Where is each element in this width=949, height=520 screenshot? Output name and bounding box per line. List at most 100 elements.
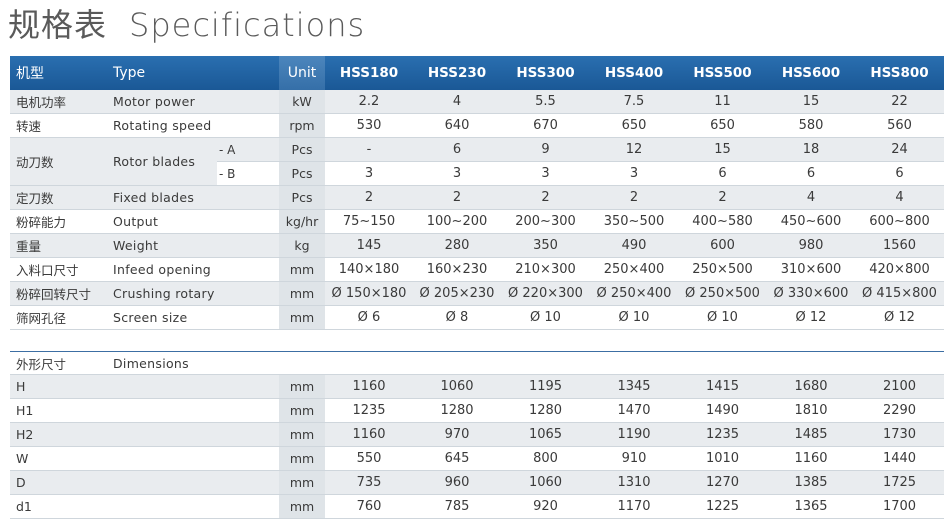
spec-row: 转速 Rotating speed rpm 530 640 670 650 650 580 560 xyxy=(10,113,944,138)
dimension-value: 2290 xyxy=(855,398,945,423)
spec-value: Ø 150×180 xyxy=(325,281,413,306)
spec-value: Ø 10 xyxy=(678,305,767,330)
spec-unit: Pcs xyxy=(279,137,325,162)
spec-unit: Pcs xyxy=(279,185,325,210)
spec-value: 250×500 xyxy=(678,257,767,282)
dimension-label: H xyxy=(10,374,279,399)
dimension-value: 920 xyxy=(501,494,591,519)
spec-value: Ø 250×500 xyxy=(678,281,767,306)
spec-value: Ø 330×600 xyxy=(767,281,855,306)
spec-value: 650 xyxy=(590,113,678,138)
dimension-value: 1725 xyxy=(855,470,945,495)
spec-value: 6 xyxy=(413,137,501,162)
spec-value: 420×800 xyxy=(855,257,944,282)
spec-value: 3 xyxy=(413,161,501,186)
spec-sub-label xyxy=(217,257,279,282)
spec-sub-label xyxy=(217,185,279,210)
dimension-unit: mm xyxy=(279,422,326,447)
spec-row: 重量 Weight kg 145 280 350 490 600 980 1560 xyxy=(10,233,944,258)
spec-value: 3 xyxy=(501,161,590,186)
spec-value: 7.5 xyxy=(590,90,678,114)
dimension-value: 550 xyxy=(325,446,414,471)
spec-value: 18 xyxy=(767,137,855,162)
spec-sub-label: - B xyxy=(217,161,279,186)
dimension-value: 735 xyxy=(325,470,414,495)
dimension-value: 1190 xyxy=(590,422,679,447)
dimension-value: 1385 xyxy=(767,470,856,495)
spec-value: 250×400 xyxy=(590,257,678,282)
spec-value: 12 xyxy=(590,137,678,162)
spec-value: 4 xyxy=(855,185,944,210)
dimension-unit: mm xyxy=(279,494,326,519)
spec-unit: mm xyxy=(279,305,325,330)
spec-value: 310×600 xyxy=(767,257,855,282)
dimension-value: 970 xyxy=(413,422,502,447)
spec-unit: mm xyxy=(279,257,325,282)
dimensions-header-row: 外形尺寸 Dimensions xyxy=(10,351,945,375)
header-unit: Unit xyxy=(279,56,325,90)
dimension-label: H1 xyxy=(10,398,279,423)
dimension-value: 1160 xyxy=(325,422,414,447)
spec-value: Ø 205×230 xyxy=(413,281,501,306)
spec-value: 1560 xyxy=(855,233,944,258)
dimension-value: 1170 xyxy=(590,494,679,519)
page-title: 规格表 Specifications xyxy=(8,0,365,44)
spec-label-en: Crushing rotary size xyxy=(107,281,217,306)
spec-value: Ø 8 xyxy=(413,305,501,330)
spec-unit: rpm xyxy=(279,113,325,138)
dimension-value: 1060 xyxy=(413,374,502,399)
dimension-value: 800 xyxy=(501,446,591,471)
dimension-value: 1310 xyxy=(590,470,679,495)
spec-value: 350~500 xyxy=(590,209,678,234)
dimension-label: H2 xyxy=(10,422,279,447)
spec-value: Ø 12 xyxy=(767,305,855,330)
spec-label-en: Weight xyxy=(107,233,217,258)
spec-row: - B Pcs 3 3 3 3 6 6 6 xyxy=(10,161,944,186)
header-model-name: HSS400 xyxy=(590,56,678,90)
spec-label-zh: 入料口尺寸 xyxy=(10,257,107,282)
spec-value: 600 xyxy=(678,233,767,258)
dimension-value: 1680 xyxy=(767,374,856,399)
dimension-value: 1700 xyxy=(855,494,945,519)
dimension-value: 1160 xyxy=(325,374,414,399)
spec-value: Ø 220×300 xyxy=(501,281,590,306)
dimension-value: 1810 xyxy=(767,398,856,423)
spec-label-en: Motor power xyxy=(107,90,217,114)
spec-label-en: Screen size xyxy=(107,305,217,330)
spec-value: 450~600 xyxy=(767,209,855,234)
spec-value: 3 xyxy=(590,161,678,186)
spec-value: 2 xyxy=(678,185,767,210)
dimension-unit: mm xyxy=(279,470,326,495)
spec-value: 580 xyxy=(767,113,855,138)
dimension-label: d1 xyxy=(10,494,279,519)
header-model-name: HSS300 xyxy=(501,56,590,90)
spec-value: 11 xyxy=(678,90,767,114)
spec-row: 电机功率 Motor power kW 2.2 4 5.5 7.5 11 15 22 xyxy=(10,90,944,114)
dimension-value: 1060 xyxy=(501,470,591,495)
spec-value: 15 xyxy=(767,90,855,114)
dimension-value: 645 xyxy=(413,446,502,471)
dimension-value: 1470 xyxy=(590,398,679,423)
dimension-value: 1440 xyxy=(855,446,945,471)
dimensions-label-zh: 外形尺寸 xyxy=(10,351,107,375)
spec-value: 4 xyxy=(413,90,501,114)
dimension-value: 1415 xyxy=(678,374,768,399)
spec-label-zh: 动刀数 xyxy=(10,137,107,186)
spec-value: 650 xyxy=(678,113,767,138)
spec-sub-label: - A xyxy=(217,137,279,162)
dimension-value: 760 xyxy=(325,494,414,519)
spec-label-zh: 筛网孔径 xyxy=(10,305,107,330)
spec-value: 100~200 xyxy=(413,209,501,234)
spec-value: Ø 415×800 xyxy=(855,281,944,306)
spec-label-en: Rotor blades xyxy=(107,137,217,186)
spec-value: 2 xyxy=(501,185,590,210)
spec-value: 75~150 xyxy=(325,209,413,234)
spec-value: 145 xyxy=(325,233,413,258)
spec-value: 2 xyxy=(413,185,501,210)
spec-value: Ø 12 xyxy=(855,305,944,330)
